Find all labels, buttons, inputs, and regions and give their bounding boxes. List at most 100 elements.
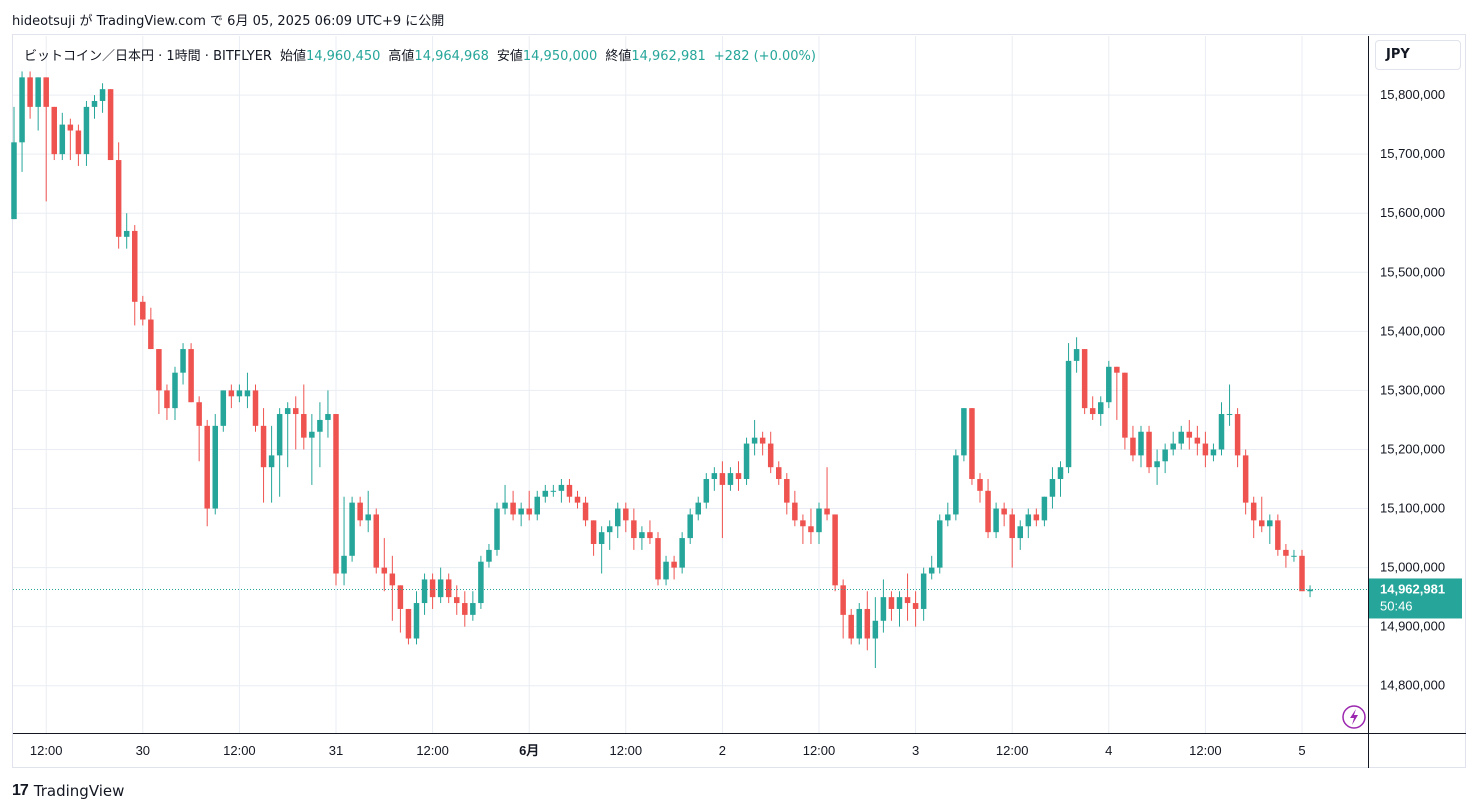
candle <box>888 591 895 621</box>
candle-body <box>123 230 130 237</box>
candle <box>880 579 887 633</box>
candle <box>703 473 710 509</box>
tradingview-logo-icon[interactable]: 17 <box>12 782 29 799</box>
chart-legend: ビットコイン／日本円 · 1時間 · BITFLYER 始値14,960,450 高… <box>24 45 816 64</box>
candle <box>1146 425 1152 474</box>
candle <box>59 112 66 161</box>
candle <box>212 414 218 515</box>
candle-body <box>1226 414 1233 416</box>
candle-body <box>582 502 589 521</box>
price-tick-label: 15,200,000 <box>1380 441 1445 456</box>
candle-body <box>429 579 436 598</box>
candle <box>1138 425 1144 468</box>
candle <box>156 349 162 415</box>
candle-body <box>365 514 371 521</box>
lightning-icon[interactable] <box>1342 705 1366 729</box>
candle <box>832 514 838 592</box>
candle-body <box>1194 437 1201 444</box>
candle-body <box>35 77 41 107</box>
candle-body <box>880 597 887 621</box>
candle-body <box>1267 520 1273 527</box>
candle-body <box>1154 461 1160 468</box>
candle-body <box>1170 443 1176 450</box>
candle-body <box>808 526 814 533</box>
candle <box>99 83 106 113</box>
candle <box>727 467 734 491</box>
candle-body <box>615 508 621 527</box>
candle <box>11 106 17 220</box>
candle <box>792 490 798 527</box>
candle-body <box>333 414 339 574</box>
candle-body <box>421 579 428 604</box>
candle-body <box>381 567 388 574</box>
candle <box>1186 419 1193 450</box>
candle-body <box>1242 455 1249 503</box>
candle-body <box>220 390 227 426</box>
candle-body <box>695 502 701 515</box>
site-name[interactable]: TradingView.com <box>96 14 206 29</box>
candle-body <box>11 142 17 220</box>
candle <box>743 437 750 485</box>
candle-body <box>534 496 540 515</box>
candle <box>357 496 363 527</box>
brand-name[interactable]: TradingView <box>33 782 125 800</box>
candle-body <box>631 520 637 539</box>
candles <box>11 71 1313 669</box>
candle-body <box>647 532 653 539</box>
candle-body <box>244 390 251 397</box>
candle-body <box>510 502 516 515</box>
candle-body <box>1114 366 1120 373</box>
time-axis: 12:00 30 12:00 31 12:00 6月 12:00 2 12:00 3 12:00 4 1… <box>13 733 1466 758</box>
time-tick-label: 4 <box>1105 743 1112 758</box>
candle <box>502 484 508 515</box>
candle-body <box>945 514 951 521</box>
candle <box>1250 496 1257 539</box>
candle-body <box>1081 349 1088 409</box>
symbol-info[interactable]: ビットコイン／日本円 · 1時間 · BITFLYER <box>24 49 272 64</box>
candle-body <box>1057 467 1064 480</box>
candle-body <box>824 508 830 515</box>
candle <box>1065 343 1072 474</box>
candle <box>1178 425 1184 450</box>
candle <box>1073 337 1080 373</box>
candle <box>695 496 701 521</box>
candle-body <box>172 372 178 409</box>
candle <box>566 479 573 503</box>
candle-body <box>204 425 210 509</box>
last-price-label-bg <box>1369 578 1462 619</box>
candle <box>341 496 347 586</box>
candle <box>1259 496 1265 533</box>
header-text-3: に公開 <box>401 14 445 29</box>
candle-body <box>19 77 25 143</box>
candle-body <box>293 408 299 415</box>
low-value: 14,950,000 <box>522 49 598 64</box>
publish-header: hideotsuji が TradingView.com で 6月 05, 20… <box>12 10 444 29</box>
candle-body <box>896 597 903 609</box>
candle-body <box>1106 366 1112 403</box>
time-tick-label: 6月 <box>519 743 539 758</box>
candle <box>719 461 726 539</box>
candle <box>365 490 371 533</box>
candle-body <box>164 390 170 409</box>
time-tick-label: 12:00 <box>803 743 836 758</box>
candle <box>985 479 991 539</box>
currency-button[interactable]: JPY <box>1375 40 1461 70</box>
author-name[interactable]: hideotsuji <box>12 14 76 29</box>
candle-body <box>1186 431 1193 438</box>
candle <box>953 449 959 521</box>
high-label: 高値 <box>388 49 415 64</box>
candle <box>284 402 291 468</box>
candle <box>671 555 677 580</box>
candle <box>405 608 412 645</box>
candle <box>164 384 170 420</box>
candle-body <box>937 520 943 568</box>
candle-body <box>590 520 597 544</box>
candle-body <box>969 408 975 480</box>
candle <box>349 496 355 562</box>
candle-body <box>502 502 508 509</box>
last-price-tag: 14,962,981 50:46 <box>13 578 1462 729</box>
candle <box>550 484 557 497</box>
candle <box>35 77 41 131</box>
candle-body <box>1283 549 1289 556</box>
